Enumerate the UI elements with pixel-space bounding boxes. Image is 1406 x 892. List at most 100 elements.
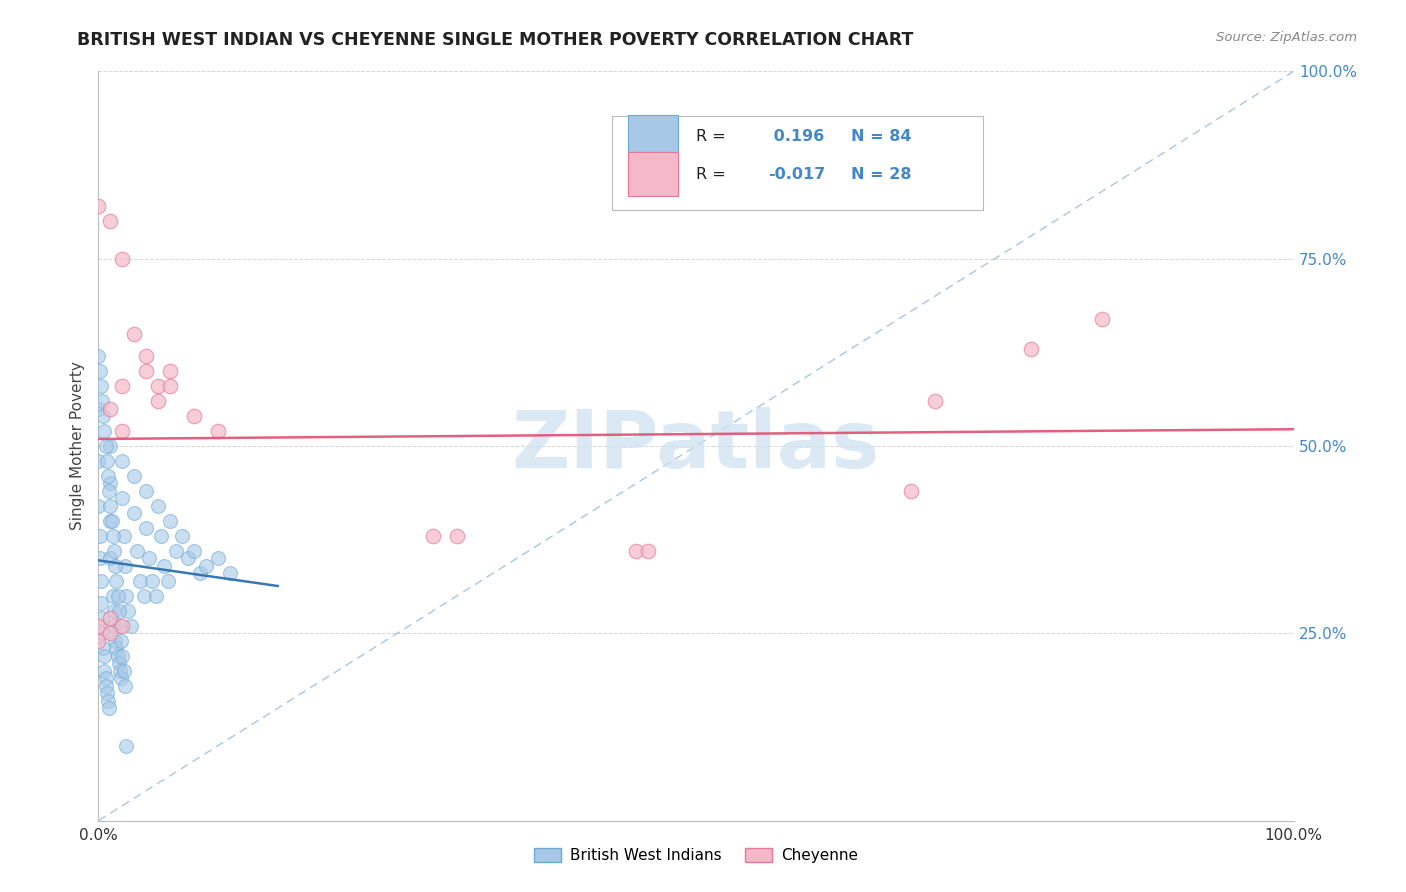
Point: [446, 529, 468, 543]
Point: [87, 401, 110, 416]
Point: [165, 544, 187, 558]
Point: [96, 686, 118, 700]
Point: [94, 679, 117, 693]
Point: [93, 424, 115, 438]
Text: ZIPatlas: ZIPatlas: [512, 407, 880, 485]
Point: [132, 589, 155, 603]
Point: [103, 619, 125, 633]
Text: BRITISH WEST INDIAN VS CHEYENNE SINGLE MOTHER POVERTY CORRELATION CHART: BRITISH WEST INDIAN VS CHEYENNE SINGLE M…: [77, 31, 914, 49]
Point: [89, 529, 111, 543]
Point: [159, 364, 181, 378]
Point: [135, 349, 157, 363]
Point: [188, 566, 211, 581]
FancyBboxPatch shape: [628, 115, 678, 159]
Point: [177, 551, 200, 566]
Point: [207, 424, 229, 438]
Point: [97, 694, 120, 708]
Point: [98, 611, 122, 625]
Point: [422, 529, 444, 543]
Point: [148, 394, 170, 409]
Point: [98, 401, 122, 416]
FancyBboxPatch shape: [613, 116, 983, 210]
Point: [91, 641, 114, 656]
Point: [98, 439, 122, 453]
Point: [114, 679, 136, 693]
Point: [135, 483, 157, 498]
Legend: British West Indians, Cheyenne: British West Indians, Cheyenne: [527, 841, 865, 869]
Point: [96, 454, 118, 468]
Point: [1091, 311, 1114, 326]
Point: [120, 619, 142, 633]
Text: R =: R =: [696, 129, 725, 145]
Point: [135, 364, 157, 378]
Point: [112, 664, 135, 678]
Point: [101, 529, 124, 543]
Point: [90, 379, 112, 393]
Point: [111, 491, 134, 506]
Point: [219, 566, 242, 581]
Point: [135, 521, 157, 535]
Text: R =: R =: [696, 167, 725, 182]
Point: [138, 551, 160, 566]
Point: [107, 604, 129, 618]
Point: [97, 469, 120, 483]
Point: [87, 633, 110, 648]
Point: [159, 514, 181, 528]
Point: [125, 544, 148, 558]
Point: [111, 424, 134, 438]
Point: [148, 499, 170, 513]
Point: [124, 507, 146, 521]
Text: N = 28: N = 28: [852, 167, 912, 182]
Point: [104, 633, 127, 648]
Point: [156, 574, 179, 588]
Point: [98, 499, 122, 513]
Point: [183, 544, 205, 558]
Y-axis label: Single Mother Poverty: Single Mother Poverty: [70, 361, 86, 531]
Point: [115, 589, 138, 603]
Text: N = 84: N = 84: [852, 129, 912, 145]
Point: [87, 499, 110, 513]
Point: [89, 551, 111, 566]
Point: [107, 648, 129, 663]
Text: -0.017: -0.017: [768, 167, 825, 182]
Point: [98, 476, 122, 491]
Point: [148, 379, 170, 393]
Point: [98, 626, 122, 640]
Point: [101, 589, 124, 603]
Point: [105, 574, 128, 588]
Point: [103, 544, 125, 558]
Point: [98, 701, 121, 715]
Point: [104, 558, 127, 573]
Point: [91, 394, 114, 409]
Point: [91, 409, 114, 423]
Point: [103, 604, 125, 618]
Point: [1019, 342, 1042, 356]
Point: [98, 214, 122, 228]
Point: [87, 349, 110, 363]
Point: [141, 574, 163, 588]
Point: [98, 514, 122, 528]
Point: [105, 641, 128, 656]
Point: [108, 619, 131, 633]
Point: [195, 558, 218, 573]
Point: [93, 664, 115, 678]
Point: [110, 671, 132, 685]
Point: [159, 379, 181, 393]
Point: [87, 619, 110, 633]
Point: [110, 633, 132, 648]
Point: [111, 379, 134, 393]
Point: [90, 574, 112, 588]
Point: [111, 648, 134, 663]
Point: [114, 558, 136, 573]
Point: [107, 589, 129, 603]
Text: Source: ZipAtlas.com: Source: ZipAtlas.com: [1216, 31, 1357, 45]
Point: [115, 739, 138, 753]
Point: [172, 529, 194, 543]
Point: [124, 326, 146, 341]
Point: [626, 544, 648, 558]
Point: [112, 529, 135, 543]
Point: [93, 648, 115, 663]
Point: [900, 483, 922, 498]
Point: [129, 574, 152, 588]
FancyBboxPatch shape: [628, 153, 678, 196]
